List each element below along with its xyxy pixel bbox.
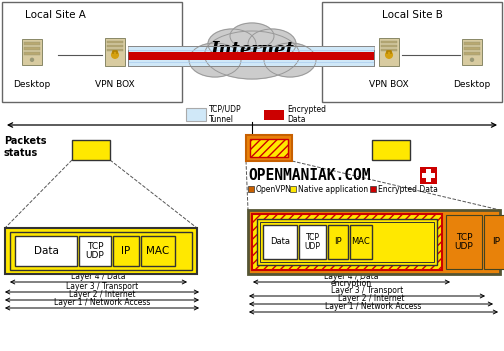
Bar: [260, 222, 434, 262]
Circle shape: [31, 58, 33, 61]
Bar: [379, 38, 399, 66]
Bar: [264, 110, 284, 119]
Text: Layer 3 / Transport: Layer 3 / Transport: [66, 282, 138, 291]
Bar: [24, 47, 40, 50]
Bar: [464, 52, 480, 55]
Text: Native application: Native application: [298, 185, 368, 193]
Bar: [290, 186, 296, 192]
Bar: [462, 39, 482, 65]
Text: IP: IP: [492, 238, 500, 246]
Text: Local Site A: Local Site A: [25, 10, 86, 20]
Ellipse shape: [205, 31, 299, 79]
Bar: [107, 49, 123, 51]
Text: VPN BOX: VPN BOX: [95, 80, 135, 89]
Bar: [107, 45, 123, 47]
Text: encryption: encryption: [331, 278, 372, 287]
Bar: [24, 42, 40, 45]
Bar: [79, 236, 111, 266]
Text: Layer 2 / Internet: Layer 2 / Internet: [338, 294, 404, 303]
Text: Data: Data: [34, 246, 58, 256]
Bar: [370, 186, 376, 192]
Text: IP: IP: [334, 238, 342, 246]
Bar: [107, 41, 123, 43]
Circle shape: [111, 52, 118, 58]
Text: Layer 4 / Data: Layer 4 / Data: [71, 272, 126, 281]
Ellipse shape: [264, 43, 316, 77]
Bar: [350, 225, 372, 259]
Text: VPN BOX: VPN BOX: [369, 80, 409, 89]
Bar: [246, 135, 292, 161]
Bar: [299, 225, 326, 259]
Bar: [22, 39, 42, 65]
Bar: [141, 236, 175, 266]
Bar: [5, 228, 197, 274]
Bar: [257, 219, 437, 265]
Bar: [381, 49, 397, 51]
Text: Local Site B: Local Site B: [382, 10, 443, 20]
Bar: [464, 47, 480, 50]
Ellipse shape: [230, 23, 274, 49]
Text: TCP
UDP: TCP UDP: [304, 233, 321, 251]
Ellipse shape: [208, 29, 256, 59]
Text: Layer 1 / Network Access: Layer 1 / Network Access: [325, 302, 422, 311]
Text: MAC: MAC: [352, 238, 370, 246]
Ellipse shape: [248, 29, 296, 59]
Bar: [128, 46, 374, 66]
Text: MAC: MAC: [146, 246, 170, 256]
Circle shape: [386, 52, 393, 58]
Bar: [250, 139, 288, 157]
Text: Packets
status: Packets status: [4, 136, 46, 158]
Bar: [15, 236, 77, 266]
Bar: [248, 186, 254, 192]
Text: Encrypted
Data: Encrypted Data: [287, 105, 326, 124]
Text: Data: Data: [270, 238, 290, 246]
Text: Layer 1 / Network Access: Layer 1 / Network Access: [54, 298, 150, 307]
Text: Desktop: Desktop: [454, 80, 490, 89]
Bar: [420, 167, 437, 184]
Ellipse shape: [189, 43, 241, 77]
Text: TCP
UDP: TCP UDP: [86, 241, 104, 260]
Bar: [105, 38, 125, 66]
Text: Internet: Internet: [210, 41, 294, 59]
Bar: [248, 210, 500, 274]
Bar: [186, 108, 206, 121]
Text: Desktop: Desktop: [14, 80, 50, 89]
Text: OPENMANIAK.COM: OPENMANIAK.COM: [248, 168, 370, 183]
Bar: [484, 215, 504, 269]
Bar: [422, 173, 435, 178]
Bar: [446, 215, 482, 269]
Bar: [328, 225, 348, 259]
Bar: [252, 214, 442, 270]
Bar: [24, 52, 40, 55]
Text: TCP
UDP: TCP UDP: [455, 233, 473, 251]
Text: TCP/UDP
Tunnel: TCP/UDP Tunnel: [209, 105, 241, 124]
Bar: [2, 2, 182, 102]
Bar: [72, 140, 110, 160]
Circle shape: [471, 58, 473, 61]
Bar: [263, 225, 297, 259]
Text: Layer 2 / Internet: Layer 2 / Internet: [69, 290, 135, 299]
Bar: [128, 52, 374, 60]
Bar: [381, 45, 397, 47]
Bar: [372, 140, 410, 160]
Bar: [10, 232, 192, 270]
Bar: [381, 41, 397, 43]
Text: IP: IP: [121, 246, 131, 256]
Bar: [113, 236, 139, 266]
Bar: [464, 42, 480, 45]
Text: OpenVPN: OpenVPN: [256, 185, 292, 193]
Bar: [426, 169, 431, 182]
Bar: [322, 2, 502, 102]
Text: Encrypted Data: Encrypted Data: [378, 185, 438, 193]
Text: Layer 4 / Data: Layer 4 / Data: [324, 272, 379, 281]
Text: Layer 3 / Transport: Layer 3 / Transport: [331, 286, 403, 295]
